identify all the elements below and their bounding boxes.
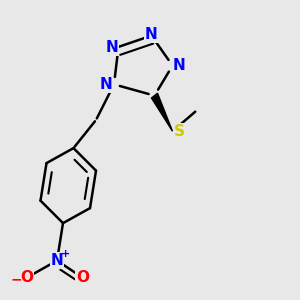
Text: +: + <box>61 249 70 259</box>
Polygon shape <box>152 93 172 131</box>
Text: O: O <box>76 270 89 285</box>
Text: N: N <box>145 27 158 42</box>
Text: N: N <box>51 253 63 268</box>
Text: O: O <box>20 270 34 285</box>
Text: −: − <box>11 272 22 286</box>
Text: N: N <box>100 77 112 92</box>
Text: N: N <box>105 40 118 55</box>
Text: N: N <box>173 58 186 73</box>
Text: S: S <box>174 124 185 139</box>
